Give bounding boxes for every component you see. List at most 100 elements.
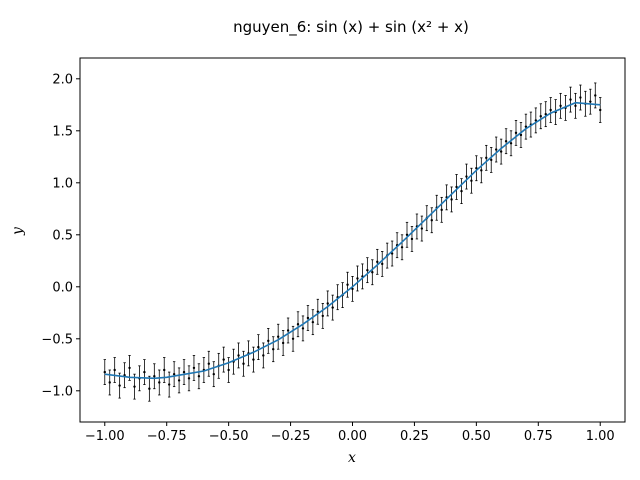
data-point <box>494 148 498 151</box>
x-tick-label: 0.75 <box>524 429 553 444</box>
x-tick-label: −0.50 <box>209 429 249 444</box>
data-point <box>148 387 151 390</box>
data-point <box>128 366 131 370</box>
data-point <box>163 368 166 372</box>
data-point <box>291 337 295 340</box>
data-point <box>514 131 518 135</box>
data-point <box>599 108 602 112</box>
y-axis-ticks: −1.0 −0.5 0.0 0.5 1.0 1.5 2.0 <box>41 72 80 399</box>
data-point <box>311 320 315 324</box>
data-point <box>346 283 349 286</box>
x-axis-label: x <box>348 450 356 466</box>
data-point <box>286 329 290 332</box>
data-point <box>485 156 488 160</box>
data-point <box>504 140 508 143</box>
data-point <box>281 341 285 345</box>
data-point <box>118 384 121 387</box>
x-tick-label: 0.50 <box>462 429 491 444</box>
data-point <box>480 169 483 172</box>
data-point <box>222 358 225 361</box>
data-point <box>455 185 458 189</box>
data-point <box>594 94 597 97</box>
data-point <box>589 100 592 103</box>
data-point <box>450 198 453 201</box>
data-point <box>108 381 111 384</box>
data-point <box>440 208 443 212</box>
data-point <box>212 372 215 376</box>
data-point <box>405 233 409 236</box>
data-point <box>381 262 384 266</box>
data-point <box>356 277 359 280</box>
fit-curve-line <box>104 101 601 380</box>
y-axis-label: y <box>10 226 26 236</box>
data-point <box>113 368 116 372</box>
data-point <box>410 237 414 241</box>
data-point <box>143 370 146 374</box>
data-point <box>376 260 379 264</box>
data-point <box>534 119 538 122</box>
data-point <box>207 362 211 365</box>
data-point <box>420 227 424 230</box>
data-point <box>197 375 201 378</box>
data-point <box>153 375 156 378</box>
data-point <box>296 323 300 326</box>
y-tick-label: 1.5 <box>52 124 73 139</box>
y-tick-label: 0.0 <box>52 280 73 295</box>
data-point <box>544 112 547 116</box>
x-tick-label: 0.00 <box>338 429 367 444</box>
data-point <box>430 219 433 222</box>
data-point <box>182 370 186 374</box>
data-point <box>499 150 503 153</box>
data-point <box>569 98 572 101</box>
data-point <box>192 366 196 370</box>
data-point <box>177 379 181 382</box>
x-tick-label: −0.75 <box>147 429 187 444</box>
data-point <box>167 383 171 386</box>
data-point <box>400 246 404 249</box>
plot-layer <box>103 82 602 402</box>
data-point <box>470 179 473 182</box>
x-tick-label: −0.25 <box>271 429 311 444</box>
data-point <box>172 372 176 376</box>
data-point <box>366 268 369 272</box>
x-tick-label: 1.00 <box>586 429 615 444</box>
data-point <box>519 133 523 137</box>
chart-title: nguyen_6: sin (x) + sin (x² + x) <box>233 18 469 37</box>
data-point <box>371 271 374 274</box>
data-point <box>539 115 542 118</box>
data-point <box>158 381 161 384</box>
data-point <box>187 377 191 380</box>
data-point <box>123 374 126 377</box>
y-tick-label: −1.0 <box>41 384 73 399</box>
x-tick-label: 0.25 <box>400 429 429 444</box>
data-point <box>559 104 562 108</box>
data-point <box>272 348 275 351</box>
data-point <box>267 339 270 343</box>
data-point <box>103 370 106 374</box>
data-point <box>237 354 240 357</box>
data-point <box>331 306 334 309</box>
x-axis-ticks: −1.00 −0.75 −0.50 −0.25 0.00 0.25 0.50 0.75 1.00 <box>85 422 615 444</box>
data-point <box>262 354 265 357</box>
y-tick-label: 0.5 <box>52 228 73 243</box>
data-point <box>276 335 280 338</box>
data-point <box>242 362 245 365</box>
data-point <box>321 314 324 318</box>
y-tick-label: −0.5 <box>41 332 73 347</box>
data-point <box>574 104 577 108</box>
data-point <box>306 316 310 320</box>
data-point <box>390 252 394 255</box>
data-point <box>549 108 552 112</box>
y-tick-label: 1.0 <box>52 176 73 191</box>
data-point <box>524 125 528 128</box>
data-point <box>465 175 468 178</box>
data-point <box>252 358 255 361</box>
data-point <box>133 385 136 388</box>
data-point <box>257 345 260 349</box>
x-tick-label: −1.00 <box>85 429 125 444</box>
data-point <box>460 189 463 193</box>
data-point <box>326 302 329 305</box>
